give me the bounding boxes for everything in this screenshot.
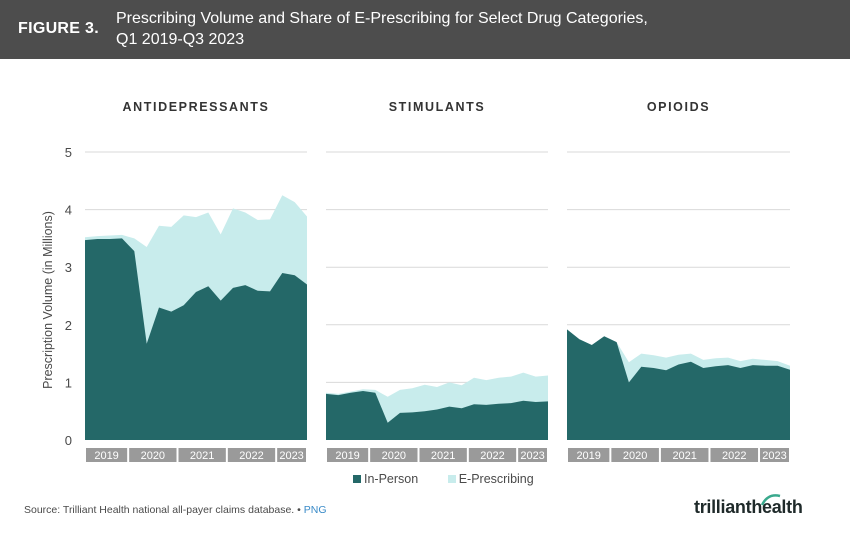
legend-swatch-in-person (353, 475, 361, 483)
year-band (129, 448, 177, 462)
y-axis-ticks: 0 1 2 3 4 5 (65, 145, 72, 448)
y-tick-label: 1 (65, 375, 72, 390)
panel-opioids: OPIOIDS 2019 2020 2021 2022 2023 (567, 100, 790, 462)
year-band (277, 448, 306, 462)
source-note: Source: Trilliant Health national all-pa… (24, 504, 327, 516)
year-label: 2022 (722, 450, 746, 462)
legend-item-in-person: In-Person (353, 472, 418, 486)
year-label: 2021 (672, 450, 696, 462)
panel-title: STIMULANTS (389, 100, 486, 114)
figure-title: Prescribing Volume and Share of E-Prescr… (116, 8, 648, 50)
legend-swatch-e-prescribing (447, 475, 456, 483)
year-band (710, 448, 759, 462)
y-axis-label: Prescription Volume (in Millions) (41, 211, 55, 389)
series-area-in-person (85, 238, 307, 440)
legend: In-Person E-Prescribing (353, 472, 560, 486)
year-band (760, 448, 789, 462)
year-band (611, 448, 659, 462)
panel-stimulants: STIMULANTS 2019 2020 2021 2022 2023 (326, 100, 548, 462)
year-band (518, 448, 547, 462)
year-band (227, 448, 276, 462)
year-band (419, 448, 467, 462)
legend-item-e-prescribing: E-Prescribing (447, 472, 534, 486)
year-label: 2020 (141, 450, 165, 462)
series-area-in-person (567, 329, 790, 440)
year-band (468, 448, 517, 462)
figure-title-line-2: Q1 2019-Q3 2023 (116, 31, 245, 48)
year-band (327, 448, 369, 462)
year-label: 2022 (239, 450, 263, 462)
year-label: 2022 (480, 450, 504, 462)
trilliant-health-logo: trillianthealth (694, 494, 803, 518)
logo-swoosh-icon (760, 494, 781, 506)
legend-label-e-prescribing: E-Prescribing (458, 472, 534, 486)
chart-area: Prescription Volume (in Millions) 0 1 2 3 4 5… (41, 100, 790, 462)
figure-title-line-1: Prescribing Volume and Share of E-Prescr… (116, 10, 648, 27)
year-band (86, 448, 128, 462)
year-label: 2019 (335, 450, 359, 462)
png-download-link[interactable]: PNG (303, 504, 327, 516)
y-tick-label: 5 (65, 145, 72, 160)
y-tick-label: 2 (65, 318, 72, 333)
year-label: 2019 (94, 450, 118, 462)
source-text: Source: Trilliant Health national all-pa… (24, 504, 295, 516)
logo-text-trilliant: trilliant (694, 497, 752, 517)
panel-title: ANTIDEPRESSANTS (123, 100, 270, 114)
y-tick-label: 3 (65, 260, 72, 275)
source-separator: • (297, 504, 301, 516)
panel-title: OPIOIDS (647, 100, 710, 114)
year-label: 2021 (190, 450, 214, 462)
panel-antidepressants: ANTIDEPRESSANTS 2019 2020 2021 2022 2023 (85, 100, 307, 462)
year-label: 2023 (520, 450, 544, 462)
year-band (370, 448, 418, 462)
year-band (660, 448, 709, 462)
year-label: 2020 (382, 450, 406, 462)
legend-label-in-person: In-Person (364, 472, 419, 486)
year-label: 2023 (762, 450, 786, 462)
year-label: 2023 (279, 450, 303, 462)
year-band (568, 448, 610, 462)
year-label: 2020 (623, 450, 647, 462)
header-bar: FIGURE 3. Prescribing Volume and Share o… (0, 0, 850, 59)
year-label: 2019 (576, 450, 600, 462)
year-label: 2021 (431, 450, 455, 462)
figure-label: FIGURE 3. (18, 20, 99, 37)
series-area-in-person (326, 391, 548, 440)
year-band (178, 448, 226, 462)
y-tick-label: 4 (65, 203, 72, 218)
y-tick-label: 0 (65, 433, 72, 448)
